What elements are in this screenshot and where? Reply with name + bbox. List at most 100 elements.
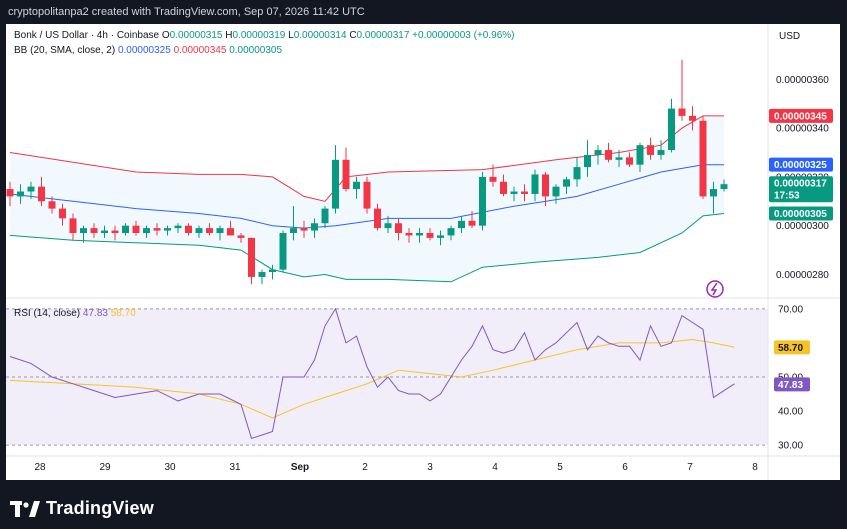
price-tag: [769, 176, 833, 203]
time-tick-label: 2: [362, 462, 368, 473]
candle: [143, 228, 150, 233]
candle: [626, 157, 633, 165]
chart-svg[interactable]: 0.000003600.000003400.000003200.00000300…: [6, 24, 840, 480]
candle: [531, 174, 539, 194]
candle: [216, 228, 224, 233]
candle: [510, 191, 518, 194]
candle: [447, 228, 455, 236]
price-tag-countdown: 17:53: [774, 191, 800, 202]
candle: [101, 230, 108, 233]
currency-label[interactable]: USD: [779, 31, 801, 42]
candle: [300, 228, 308, 231]
price-tag: [769, 108, 833, 123]
price-tick-label: 0.00000280: [776, 270, 829, 281]
candle: [311, 223, 318, 231]
bb-lower-line: [9, 213, 725, 283]
candle: [605, 150, 612, 160]
candle: [563, 179, 570, 187]
candle: [657, 150, 665, 155]
candle: [153, 228, 161, 231]
candle: [678, 108, 686, 116]
candle: [363, 181, 371, 209]
low-label: L: [288, 30, 294, 41]
candle: [258, 272, 266, 277]
lightning-bolt-icon: [710, 282, 718, 296]
candle: [426, 233, 434, 238]
low-value: 0.00000314: [293, 30, 347, 41]
price-tick-label: 0.00000340: [776, 124, 829, 135]
time-tick-label: 6: [622, 462, 628, 473]
candle: [500, 181, 507, 194]
candle: [489, 176, 497, 182]
candle: [437, 235, 444, 238]
close-label: C: [349, 30, 357, 41]
candle: [552, 186, 560, 197]
tradingview-logo-icon: [10, 500, 40, 517]
rsi-line: [9, 307, 735, 440]
candle: [17, 191, 24, 197]
open-label: O: [161, 30, 170, 41]
candle: [573, 167, 581, 180]
candle: [710, 189, 717, 197]
price-tag: [769, 206, 833, 221]
candle: [132, 225, 140, 233]
time-tick-label: 4: [492, 462, 498, 473]
candle: [699, 120, 707, 197]
footer: TradingView: [0, 480, 847, 529]
candle: [374, 208, 381, 229]
candle: [384, 223, 392, 229]
candle: [647, 145, 654, 155]
time-tick-label: 3: [427, 462, 433, 473]
candle: [6, 189, 14, 197]
candle: [405, 233, 413, 236]
time-tick-label: 8: [752, 462, 758, 473]
candle: [290, 228, 297, 233]
high-label: H: [225, 30, 233, 41]
candle: [122, 225, 129, 233]
candle: [720, 184, 728, 190]
candle: [237, 235, 245, 238]
brand-name: TradingView: [46, 498, 154, 518]
rsi-tick-label: 70.00: [778, 304, 803, 315]
candle: [90, 228, 98, 233]
candle: [689, 115, 696, 121]
time-tick-label: 29: [99, 462, 111, 473]
candle: [332, 159, 339, 209]
candle: [279, 233, 287, 270]
open-value: 0.00000315: [169, 30, 223, 41]
price-tag: [769, 157, 833, 172]
rsi-ma-value: 58.70: [110, 308, 136, 319]
bb-basis-value: 0.00000325: [117, 45, 171, 56]
candle: [185, 225, 192, 233]
candle: [38, 186, 45, 202]
candle: [353, 181, 360, 190]
rsi-tick-label: 30.00: [778, 441, 803, 452]
rsi-tag: [774, 340, 810, 355]
candle: [594, 150, 602, 155]
lightning-icon: [706, 280, 724, 298]
time-tick-label: 30: [164, 462, 176, 473]
candle: [584, 154, 591, 168]
candle: [248, 237, 255, 277]
tradingview-logo[interactable]: TradingView: [10, 498, 154, 519]
candle: [195, 228, 203, 233]
chart-frame: 0.000003600.000003400.000003200.00000300…: [6, 24, 840, 480]
candle: [27, 186, 35, 192]
high-value: 0.00000319: [232, 30, 286, 41]
rsi-tag: [774, 377, 810, 392]
price-tag-label: 0.00000317: [774, 179, 827, 190]
price-tick-label: 0.00000360: [776, 75, 829, 86]
bb-lower-value: 0.00000305: [229, 45, 283, 56]
rsi-tick-label: 40.00: [778, 407, 803, 418]
candle: [395, 223, 402, 233]
candle: [227, 228, 234, 236]
rsi-legend: RSI (14, close) 47.83 58.70: [14, 308, 136, 319]
candle: [479, 176, 486, 226]
rsi-label: RSI (14, close): [14, 308, 81, 319]
candle: [111, 230, 119, 233]
candle: [615, 157, 623, 160]
candle: [59, 208, 66, 219]
candle: [269, 269, 276, 273]
creator-caption: cryptopolitanpa2 created with TradingVie…: [8, 6, 365, 18]
candle: [458, 220, 465, 229]
